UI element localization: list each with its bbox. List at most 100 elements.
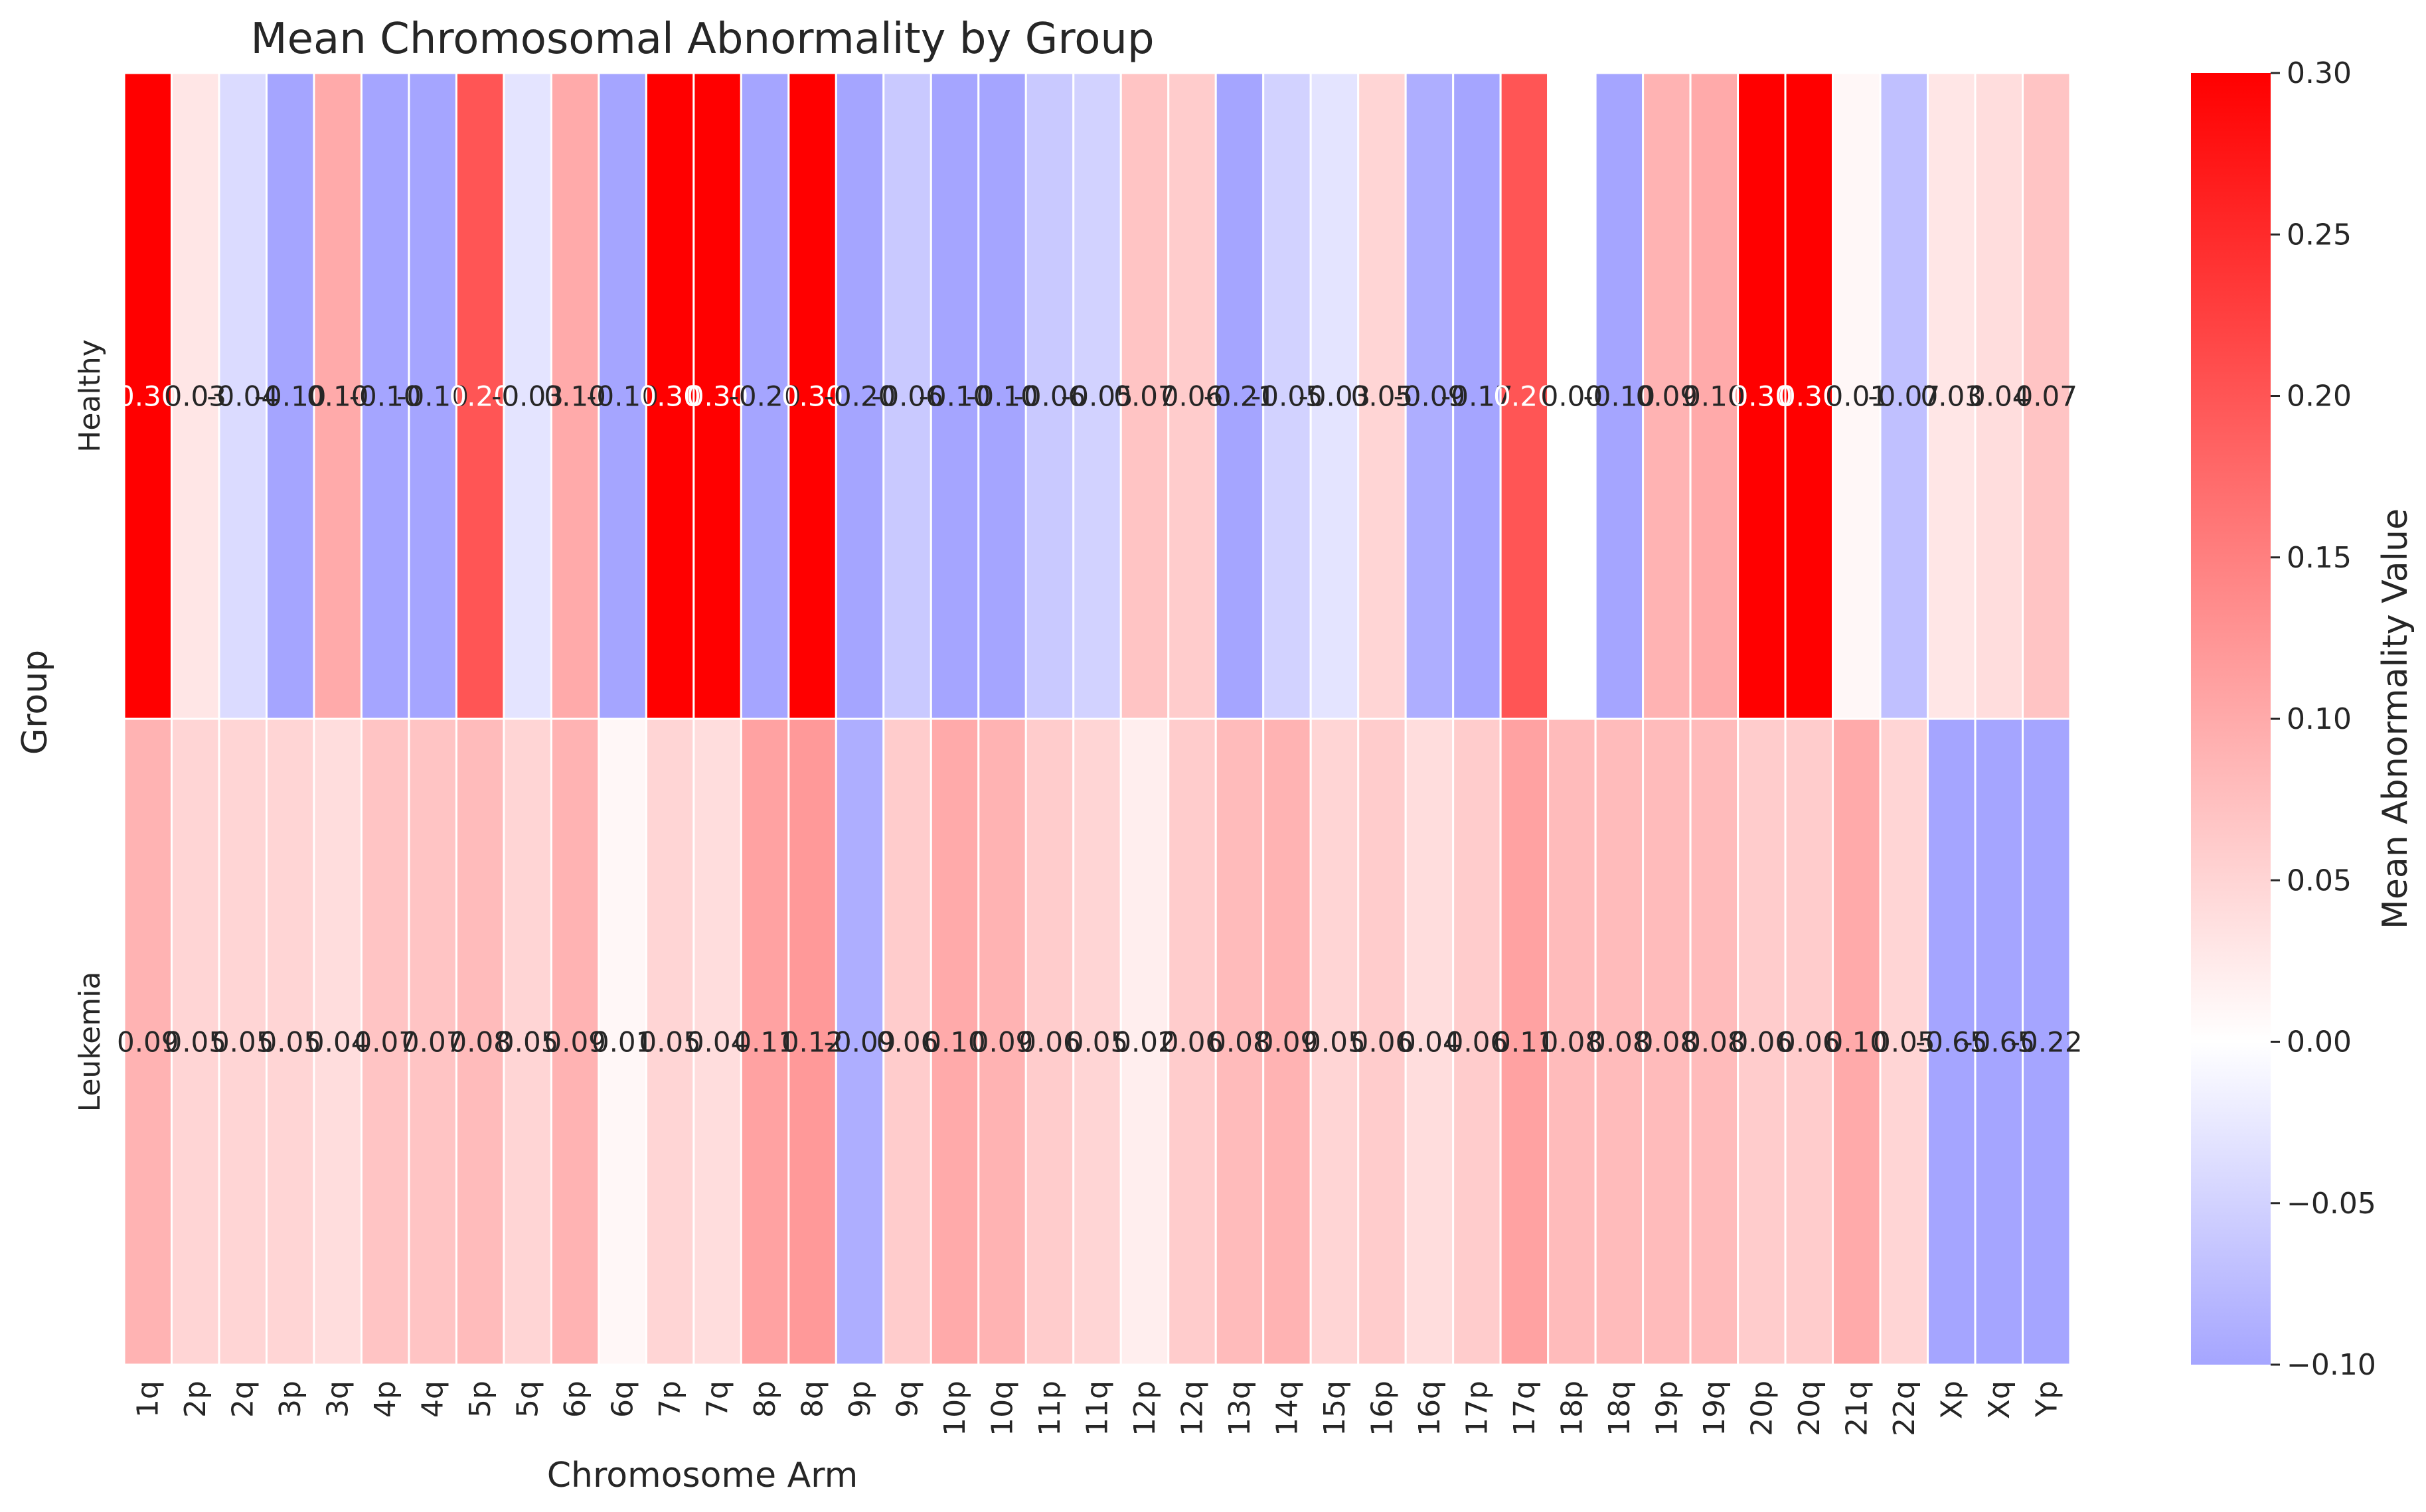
- cell-value-label: -0.03: [491, 380, 564, 413]
- heatmap-cell: [1072, 718, 1122, 1366]
- x-tick-label: 20p: [1745, 1381, 1779, 1436]
- x-tick-label: Xp: [1935, 1381, 1969, 1419]
- heatmap-cell: [1974, 718, 2024, 1366]
- heatmap-cell: [1357, 72, 1407, 720]
- cell-value-label: 0.09: [1256, 1026, 1319, 1059]
- heatmap-cell: [1974, 72, 2024, 720]
- cell-value-label: 0.12: [781, 1026, 844, 1059]
- cell-value-label: -0.10: [919, 380, 991, 413]
- cell-value-label: 0.08: [449, 1026, 511, 1059]
- cell-value-label: 0.09: [971, 1026, 1034, 1059]
- cell-value-label: 0.10: [307, 380, 369, 413]
- cell-value-label: 0.10: [544, 380, 606, 413]
- cell-value-label: -0.10: [586, 380, 659, 413]
- x-axis-ticks: 1q 2p 2q 3p 3q 4p 4q 5p 5q 6p 6q 7p 7q 8p 8q 9p 9q 10p 10q…: [131, 1381, 2064, 1436]
- heatmap-cell: [455, 718, 505, 1366]
- heatmap-cell: [1879, 718, 1929, 1366]
- x-tick-label: 13q: [1223, 1381, 1257, 1436]
- cell-value-label: -0.04: [206, 380, 279, 413]
- cell-value-label: 0.11: [1493, 1026, 1556, 1059]
- cell-value-label: 0.05: [1066, 1026, 1129, 1059]
- cell-value-label: -0.65: [1915, 1026, 1988, 1059]
- heatmap-cell: [645, 718, 695, 1366]
- cell-value-label: -0.21: [1204, 380, 1276, 413]
- x-tick-label: 16q: [1413, 1381, 1447, 1436]
- cell-value-label: 0.10: [1826, 1026, 1888, 1059]
- colorbar-tick-label: −0.10: [2287, 1348, 2376, 1382]
- cell-value-label: -0.05: [1251, 380, 1323, 413]
- heatmap-cell: [170, 72, 220, 720]
- cell-value-label: 0.06: [1351, 1026, 1414, 1059]
- y-tick-label: Healthy: [73, 339, 107, 453]
- x-tick-label: 10q: [986, 1381, 1020, 1436]
- x-tick-label: 2p: [179, 1381, 212, 1418]
- x-tick-label: 8p: [748, 1381, 782, 1418]
- cell-value-label: 0.08: [1588, 1026, 1651, 1059]
- x-tick-label: 11p: [1033, 1381, 1067, 1436]
- y-tick-label: Leukemia: [73, 972, 107, 1112]
- colorbar: [2191, 73, 2271, 1365]
- heatmap-cell: [1594, 718, 1645, 1366]
- x-tick-label: 5q: [511, 1381, 545, 1418]
- heatmap-cell: [313, 718, 363, 1366]
- heatmap-cell: [645, 72, 695, 720]
- heatmap-cell: [977, 718, 1027, 1366]
- x-tick-label: 17q: [1508, 1381, 1542, 1436]
- cell-value-label: -0.10: [1583, 380, 1656, 413]
- x-axis-label: Chromosome Arm: [547, 1456, 858, 1495]
- x-tick-label: 15q: [1318, 1381, 1352, 1436]
- cell-value-label: 0.30: [1731, 380, 1793, 413]
- x-tick-label: 18p: [1555, 1381, 1589, 1436]
- cell-value-label: 0.04: [687, 1026, 749, 1059]
- x-tick-label: Xq: [1982, 1381, 2016, 1419]
- cell-value-label: -0.10: [254, 380, 327, 413]
- heatmap-cell: [1167, 72, 1217, 720]
- heatmap-cell: [977, 72, 1027, 720]
- cell-value-label: -0.09: [824, 1026, 896, 1059]
- heatmap-cell: [1024, 718, 1075, 1366]
- x-tick-label: 20q: [1793, 1381, 1826, 1436]
- cell-value-label: -0.17: [1441, 380, 1513, 413]
- cell-value-label: 0.07: [402, 1026, 464, 1059]
- cell-value-label: 0.10: [1683, 380, 1745, 413]
- x-tick-label: 3p: [274, 1381, 307, 1418]
- x-tick-label: 8q: [796, 1381, 830, 1418]
- heatmap-cell: [550, 72, 600, 720]
- y-axis-ticks: Healthy Leukemia: [73, 339, 107, 1112]
- cell-value-label: -0.65: [1963, 1026, 2035, 1059]
- cell-value-label: 0.30: [781, 380, 844, 413]
- x-tick-label: 7q: [701, 1381, 735, 1418]
- cell-value-label: 0.05: [1303, 1026, 1366, 1059]
- x-tick-label: 19p: [1650, 1381, 1684, 1436]
- cell-value-label: -0.20: [824, 380, 896, 413]
- heatmap-cell: [408, 718, 457, 1366]
- cell-value-label: 0.06: [1161, 380, 1224, 413]
- heatmap-cell: [2022, 718, 2071, 1366]
- heatmap-cell: [1452, 718, 1502, 1366]
- cell-value-label: 0.30: [117, 380, 179, 413]
- heatmap-cell: [882, 72, 932, 720]
- x-tick-label: 12p: [1128, 1381, 1162, 1436]
- heatmap-cell: [360, 72, 410, 720]
- cell-value-label: 0.05: [639, 1026, 701, 1059]
- heatmap-cell: [930, 72, 980, 720]
- cell-value-label: 0.05: [1351, 380, 1414, 413]
- colorbar-tick-label: 0.30: [2287, 56, 2352, 90]
- x-tick-label: 14q: [1270, 1381, 1304, 1436]
- x-tick-label: 3q: [321, 1381, 355, 1418]
- cell-value-label: 0.06: [876, 1026, 939, 1059]
- colorbar-label: Mean Abnormality Value: [2376, 508, 2415, 929]
- heatmap-cell: [455, 72, 505, 720]
- cell-value-label: -0.10: [396, 380, 469, 413]
- heatmap-cell: [835, 718, 885, 1366]
- x-tick-label: 2q: [226, 1381, 260, 1418]
- cell-value-label: 0.20: [1493, 380, 1556, 413]
- cell-value-label: 0.11: [734, 1026, 796, 1059]
- heatmap-cell: [1784, 72, 1834, 720]
- cell-value-label: 0.30: [1778, 380, 1840, 413]
- x-tick-label: 4q: [416, 1381, 450, 1418]
- cell-value-label: 0.06: [1778, 1026, 1840, 1059]
- heatmap-cell: [1927, 72, 1977, 720]
- cell-value-label: 0.00: [1541, 380, 1603, 413]
- heatmap-cell: [1784, 718, 1834, 1366]
